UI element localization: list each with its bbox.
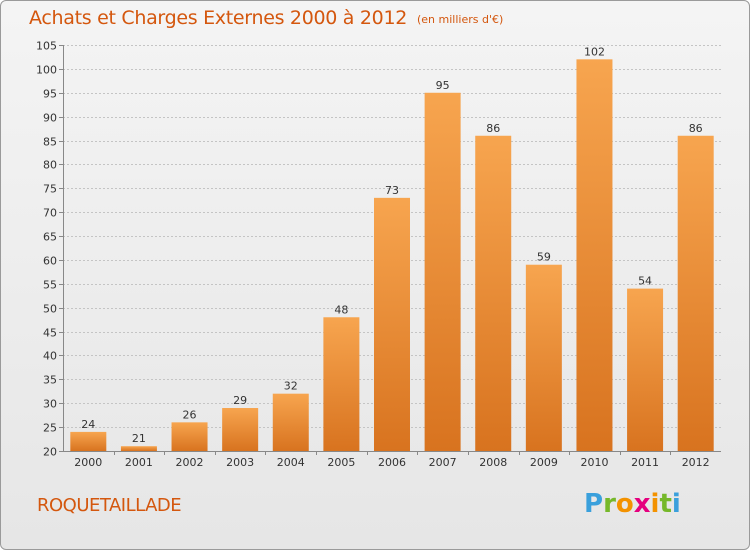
x-tick-label: 2002 xyxy=(176,456,204,469)
bar xyxy=(576,59,613,452)
y-tick-label: 100 xyxy=(36,64,57,77)
y-tick-label: 75 xyxy=(43,183,57,196)
bar xyxy=(475,135,512,452)
y-tick-label: 55 xyxy=(43,279,57,292)
data-label: 86 xyxy=(486,122,500,135)
data-labels: 24 21 26 29 32 48 73 95 86 59 102 54 86 xyxy=(81,45,702,445)
y-axis-ticks: 20 25 30 35 40 45 50 55 60 65 70 75 80 85 90 95 100 105 xyxy=(36,40,63,459)
bar xyxy=(627,288,664,451)
bar xyxy=(120,446,157,451)
y-tick-label: 80 xyxy=(43,159,57,172)
x-tick-label: 2006 xyxy=(378,456,406,469)
y-tick-label: 40 xyxy=(43,350,57,363)
y-tick-label: 95 xyxy=(43,88,57,101)
data-label: 32 xyxy=(284,380,298,393)
bars xyxy=(70,59,714,452)
bar xyxy=(374,197,410,451)
data-label: 59 xyxy=(537,251,551,264)
y-tick-label: 105 xyxy=(36,40,57,53)
logo-letter: i xyxy=(671,489,681,519)
data-label: 73 xyxy=(385,184,399,197)
data-label: 21 xyxy=(132,432,146,445)
bar xyxy=(677,135,714,452)
bar xyxy=(323,317,360,451)
y-tick-label: 65 xyxy=(43,231,57,244)
data-label: 95 xyxy=(436,79,450,92)
y-tick-label: 90 xyxy=(43,112,57,125)
data-label: 24 xyxy=(81,418,95,431)
x-tick-label: 2009 xyxy=(530,456,558,469)
chart-unit: (en milliers d'€) xyxy=(417,13,504,26)
logo-letter: r xyxy=(603,489,616,519)
logo-letter: i xyxy=(650,489,660,519)
x-tick-label: 2001 xyxy=(125,456,153,469)
x-tick-label: 2007 xyxy=(429,456,457,469)
y-tick-label: 60 xyxy=(43,255,57,268)
data-label: 102 xyxy=(584,45,605,58)
logo-letter: t xyxy=(659,489,672,519)
data-label: 54 xyxy=(638,275,652,288)
logo-letter: o xyxy=(615,489,634,519)
data-label: 86 xyxy=(689,122,703,135)
commune-name: ROQUETAILLADE xyxy=(37,495,182,516)
y-tick-label: 20 xyxy=(43,446,57,459)
x-tick-label: 2000 xyxy=(74,456,102,469)
y-tick-label: 30 xyxy=(43,398,57,411)
y-tick-label: 25 xyxy=(43,422,57,435)
x-tick-label: 2010 xyxy=(580,456,608,469)
x-tick-label: 2005 xyxy=(327,456,355,469)
x-tick-label: 2012 xyxy=(682,456,710,469)
x-tick-label: 2003 xyxy=(226,456,254,469)
bar xyxy=(424,92,461,451)
logo-letter: P xyxy=(584,489,604,519)
data-label: 29 xyxy=(233,394,247,407)
y-tick-label: 45 xyxy=(43,327,57,340)
proxiti-logo[interactable]: Proxiti xyxy=(584,489,681,519)
bar xyxy=(525,264,562,451)
x-tick-label: 2011 xyxy=(631,456,659,469)
bar xyxy=(70,431,107,451)
chart-title: Achats et Charges Externes 2000 à 2012 xyxy=(29,7,408,29)
y-tick-label: 50 xyxy=(43,303,57,316)
bar xyxy=(222,408,259,451)
x-axis-ticks: 2000 2001 2002 2003 2004 2005 2006 2007 2008 2009… xyxy=(74,451,710,469)
data-label: 26 xyxy=(183,408,197,421)
y-tick-label: 85 xyxy=(43,136,57,149)
logo-letter: x xyxy=(633,489,651,519)
x-tick-label: 2004 xyxy=(277,456,305,469)
x-tick-label: 2008 xyxy=(479,456,507,469)
bar xyxy=(171,422,208,451)
y-tick-label: 35 xyxy=(43,374,57,387)
y-tick-label: 70 xyxy=(43,207,57,220)
data-label: 48 xyxy=(334,303,348,316)
bar xyxy=(272,393,309,451)
